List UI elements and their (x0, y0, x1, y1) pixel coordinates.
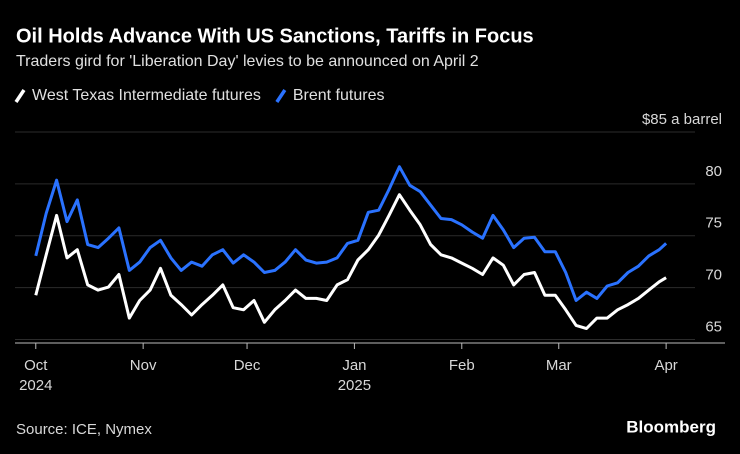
x-tick-label: Mar (546, 357, 572, 374)
legend-swatch (275, 89, 287, 103)
series-line (34, 165, 668, 302)
x-tick-label: Dec (234, 357, 261, 374)
brand: Bloomberg (626, 417, 716, 436)
legend-swatch (14, 89, 26, 103)
x-tick-label: Oct (24, 357, 48, 374)
y-tick-label: $85 a barrel (642, 111, 722, 128)
x-tick-label: Apr (654, 357, 677, 374)
x-year-label: 2024 (19, 377, 52, 394)
y-tick-label: 70 (705, 267, 722, 284)
series-line (34, 193, 667, 330)
legend-label: West Texas Intermediate futures (32, 87, 261, 104)
source: Source: ICE, Nymex (16, 421, 152, 438)
legend-label: Brent futures (293, 87, 385, 104)
x-tick-label: Jan (342, 357, 366, 374)
y-tick-label: 80 (705, 163, 722, 180)
chart-title: Oil Holds Advance With US Sanctions, Tar… (16, 25, 534, 47)
y-tick-label: 75 (705, 215, 722, 232)
x-year-label: 2025 (338, 377, 371, 394)
y-tick-label: 65 (705, 318, 722, 335)
x-tick-label: Nov (130, 357, 157, 374)
chart-subtitle: Traders gird for 'Liberation Day' levies… (16, 53, 479, 70)
x-tick-label: Feb (449, 357, 475, 374)
